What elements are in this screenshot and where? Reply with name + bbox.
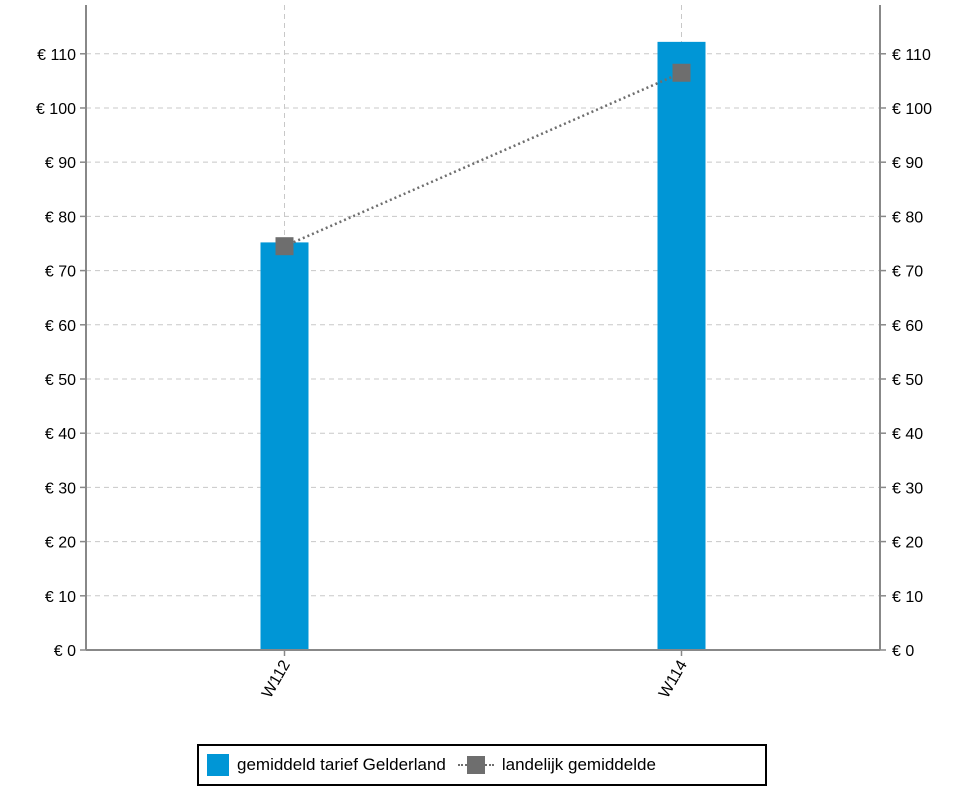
y-tick-label-left: € 60: [45, 318, 76, 335]
legend-line-swatch: [457, 754, 494, 776]
bar-W112: [260, 242, 309, 650]
y-tick-label-left: € 100: [36, 101, 76, 118]
legend-line-label: landelijk gemiddelde: [501, 755, 656, 774]
line-marker-W114: [672, 63, 691, 82]
y-tick-label-left: € 70: [45, 264, 76, 281]
x-tick-label: W112: [259, 657, 294, 701]
y-tick-label-right: € 100: [892, 101, 932, 118]
y-axis-left: € 0 € 10 € 20 € 30 € 40 € 50 € 60 € 70 € 80 € 90 €…: [36, 47, 86, 660]
plot-area: [86, 5, 880, 650]
legend-item-line: landelijk gemiddelde: [457, 754, 656, 776]
y-tick-label-left: € 110: [37, 47, 76, 64]
line-marker-W112: [275, 237, 294, 256]
line-path: [283, 71, 683, 248]
line-series: [275, 63, 691, 256]
y-tick-label-right: € 20: [892, 535, 923, 552]
y-tick-label-left: € 80: [45, 209, 76, 226]
y-tick-label-left: € 0: [54, 643, 76, 660]
y-tick-label-right: € 0: [892, 643, 914, 660]
y-tick-label-right: € 110: [892, 47, 931, 64]
y-tick-label-right: € 40: [892, 426, 923, 443]
legend-bar-swatch: [207, 754, 229, 776]
x-axis-labels: W112 W114: [259, 650, 691, 701]
y-tick-label-right: € 50: [892, 372, 923, 389]
y-tick-label-right: € 30: [892, 480, 923, 497]
y-tick-label-right: € 80: [892, 209, 923, 226]
y-tick-label-left: € 20: [45, 535, 76, 552]
bar-series: [260, 41, 706, 651]
legend-bar-label: gemiddeld tarief Gelderland: [237, 755, 446, 774]
y-tick-label-right: € 60: [892, 318, 923, 335]
y-tick-label-right: € 10: [892, 589, 923, 606]
bar-W114: [657, 41, 706, 651]
legend: gemiddeld tarief Gelderland landelijk ge…: [197, 744, 767, 786]
y-tick-label-left: € 90: [45, 155, 76, 172]
y-tick-label-left: € 10: [45, 589, 76, 606]
legend-item-bar: gemiddeld tarief Gelderland: [207, 754, 446, 776]
chart: € 0 € 10 € 20 € 30 € 40 € 50 € 60 € 70 € 80 € 90 €…: [36, 5, 932, 701]
y-tick-label-left: € 40: [45, 426, 76, 443]
y-tick-label-left: € 30: [45, 480, 76, 497]
y-tick-label-left: € 50: [45, 372, 76, 389]
x-tick-label: W114: [656, 657, 691, 701]
grid: [86, 5, 880, 650]
y-axis-right: € 0 € 10 € 20 € 30 € 40 € 50 € 60 € 70 € 80 € 90 €…: [880, 47, 932, 660]
y-tick-label-right: € 70: [892, 264, 923, 281]
y-tick-label-right: € 90: [892, 155, 923, 172]
